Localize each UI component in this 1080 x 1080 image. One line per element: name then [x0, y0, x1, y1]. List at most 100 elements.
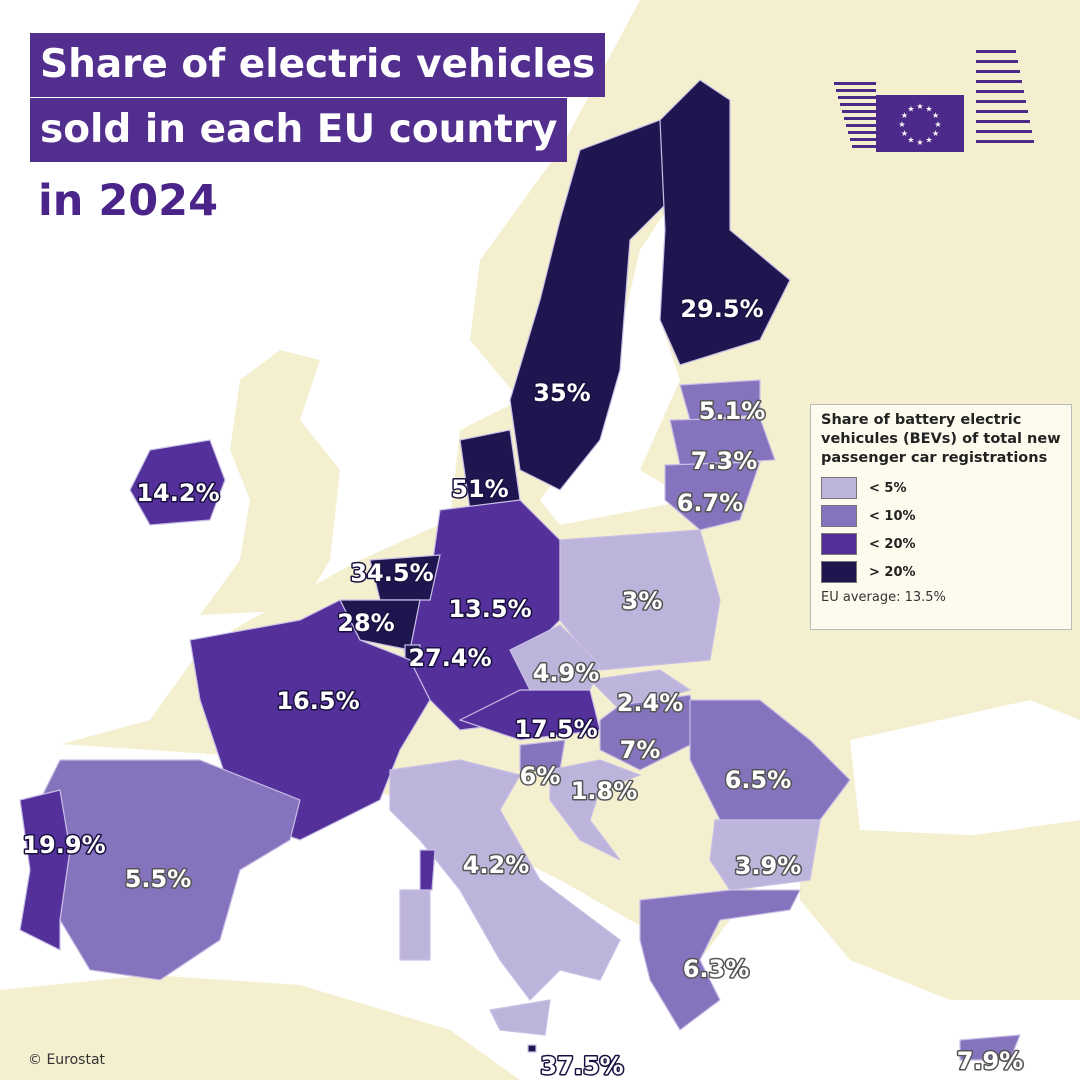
logo-stripe	[976, 110, 1028, 113]
legend-label: > 20%	[869, 564, 916, 580]
eu-average: EU average: 13.5%	[821, 590, 946, 605]
star-icon: ★	[901, 129, 908, 138]
africa-land	[0, 975, 520, 1080]
star-icon: ★	[901, 111, 908, 120]
logo-stripe	[976, 90, 1024, 93]
value-label-croatia: 1.8%	[571, 777, 638, 805]
value-label-poland: 3%	[622, 587, 663, 615]
value-label-romania: 6.5%	[725, 766, 792, 794]
country-czechia	[509, 624, 601, 691]
credit: © Eurostat	[28, 1052, 106, 1068]
legend-swatch	[821, 505, 857, 527]
island-sicily	[489, 999, 551, 1036]
logo-stripe	[976, 120, 1030, 123]
value-label-denmark: 51%	[451, 475, 508, 503]
value-label-czechia: 4.9%	[533, 659, 600, 687]
star-icon: ★	[925, 104, 932, 113]
value-label-estonia: 5.1%	[699, 397, 766, 425]
legend-item: < 20%	[821, 533, 1061, 555]
legend-swatch	[821, 561, 857, 583]
logo-stripe	[976, 60, 1018, 63]
logo-stripe	[976, 70, 1020, 73]
logo-stripe	[838, 96, 876, 99]
legend: Share of battery electric vehicules (BEV…	[810, 404, 1072, 630]
legend-swatch	[821, 533, 857, 555]
turkey-land	[800, 820, 1080, 1000]
star-icon: ★	[932, 129, 939, 138]
country-estonia	[679, 379, 761, 421]
logo-stripe	[852, 145, 876, 148]
atlantic-sea	[0, 0, 640, 760]
country-austria	[458, 689, 601, 741]
logo-stripe	[976, 130, 1032, 133]
country-romania	[689, 699, 851, 821]
legend-item: < 5%	[821, 477, 1061, 499]
logo-stripe	[976, 80, 1022, 83]
value-label-finland: 29.5%	[680, 295, 763, 323]
legend-swatch	[821, 477, 857, 499]
logo-stripe	[850, 138, 876, 141]
star-icon: ★	[916, 138, 923, 147]
country-poland	[559, 529, 721, 671]
value-label-lithuania: 6.7%	[677, 489, 744, 517]
country-croatia	[549, 759, 642, 861]
value-label-sweden: 35%	[533, 379, 590, 407]
value-label-malta: 37.5%	[540, 1052, 623, 1080]
title-line-2: sold in each EU country	[30, 98, 568, 162]
country-bulgaria	[709, 819, 821, 891]
logo-stripe	[976, 140, 1034, 143]
logo-stripe	[848, 131, 876, 134]
legend-label: < 20%	[869, 536, 916, 552]
eu-flag	[876, 95, 964, 152]
value-label-latvia: 7.3%	[691, 447, 758, 475]
star-icon: ★	[916, 102, 923, 111]
island-corsica	[419, 849, 436, 891]
black-sea	[850, 700, 1080, 840]
island-sardinia	[399, 889, 431, 961]
logo-stripe	[976, 100, 1026, 103]
logo-stripe	[842, 110, 876, 113]
star-icon: ★	[932, 111, 939, 120]
title-line-3: in 2024	[38, 176, 218, 226]
star-icon: ★	[925, 136, 932, 145]
country-malta	[527, 1044, 537, 1053]
value-label-austria: 17.5%	[514, 715, 597, 743]
value-label-netherlands: 34.5%	[350, 559, 433, 587]
legend-label: < 10%	[869, 508, 916, 524]
legend-title: Share of battery electric vehicules (BEV…	[821, 412, 1061, 466]
country-cyprus	[959, 1034, 1021, 1061]
value-label-greece: 6.3%	[683, 955, 750, 983]
country-netherlands	[369, 554, 441, 601]
logo-stripe	[836, 89, 876, 92]
country-italy	[389, 759, 621, 1001]
logo-stripe	[844, 117, 876, 120]
value-label-hungary: 7%	[620, 736, 661, 764]
value-label-cyprus: 7.9%	[957, 1047, 1024, 1075]
value-label-luxembourg: 27.4%	[408, 644, 491, 672]
value-label-slovenia: 6%	[520, 762, 561, 790]
legend-label: < 5%	[869, 480, 907, 496]
value-label-france: 16.5%	[276, 687, 359, 715]
value-label-belgium: 28%	[337, 609, 394, 637]
country-slovakia	[588, 669, 692, 711]
legend-item: < 10%	[821, 505, 1061, 527]
logo-stripe	[834, 82, 876, 85]
value-label-bulgaria: 3.9%	[735, 852, 802, 880]
star-icon: ★	[907, 104, 914, 113]
country-greece	[639, 889, 801, 1031]
country-portugal	[19, 789, 71, 951]
value-label-germany: 13.5%	[448, 595, 531, 623]
value-label-italy: 4.2%	[463, 851, 530, 879]
great-britain-land	[200, 350, 340, 615]
logo-stripe	[846, 124, 876, 127]
logo-stripe	[976, 50, 1016, 53]
value-label-slovakia: 2.4%	[617, 689, 684, 717]
country-finland	[659, 79, 791, 366]
country-lithuania	[664, 461, 761, 531]
value-label-portugal: 19.9%	[22, 831, 105, 859]
balkans-land	[560, 830, 720, 900]
star-icon: ★	[907, 136, 914, 145]
logo-stripe	[840, 103, 876, 106]
value-label-ireland: 14.2%	[136, 479, 219, 507]
